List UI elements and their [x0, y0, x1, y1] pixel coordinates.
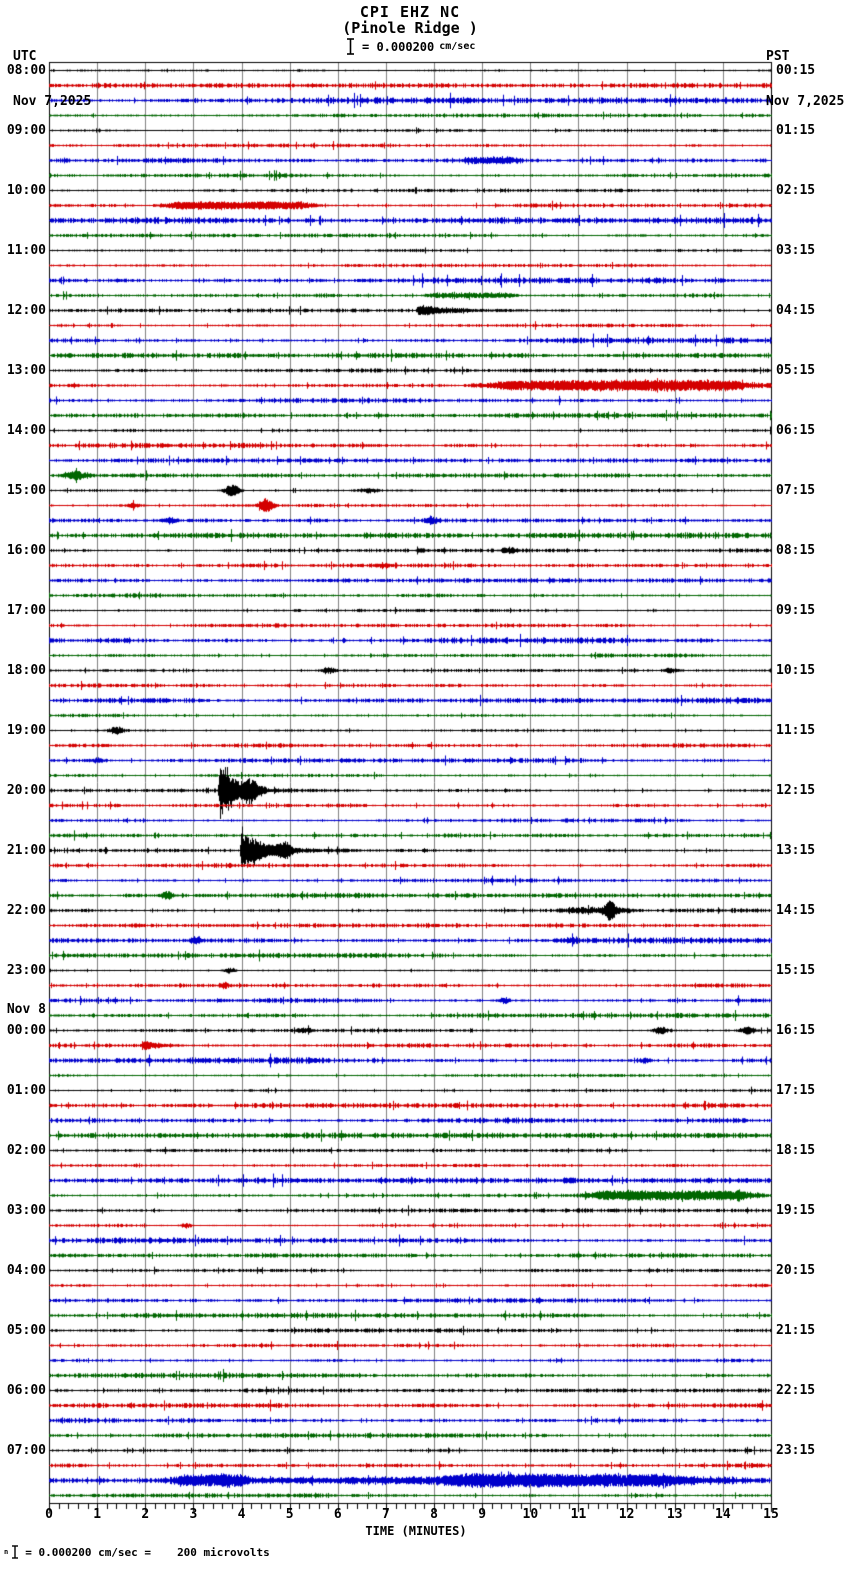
scale-value: = 0.000200 [362, 39, 435, 54]
footer-prefix: n [4, 1548, 9, 1556]
utc-hour-label: 14:00 [6, 423, 46, 438]
x-axis-label: TIME (MINUTES) [365, 1524, 467, 1538]
x-tick-label: 0 [45, 1507, 53, 1522]
x-tick-label: 12 [618, 1507, 635, 1522]
utc-hour-label: 00:00 [6, 1023, 46, 1038]
pst-hour-label: 09:15 [776, 603, 816, 618]
footer-scale-note: n = 0.000200 cm/sec = 200 microvolts [4, 1545, 270, 1559]
x-tick-label: 1 [93, 1507, 102, 1522]
utc-hour-label: 04:00 [6, 1263, 46, 1278]
pst-hour-label: 00:15 [776, 63, 816, 78]
utc-hour-label: 05:00 [6, 1323, 46, 1338]
utc-hour-label: 19:00 [6, 723, 46, 738]
x-tick-label: 2 [141, 1507, 150, 1522]
utc-label: UTC [13, 49, 37, 64]
amplitude-scale: = 0.000200 cm/sec [346, 38, 475, 55]
pst-hour-label: 18:15 [776, 1143, 816, 1158]
x-tick-label: 3 [189, 1507, 198, 1522]
pst-label: PST [766, 49, 790, 64]
pst-hour-label: 08:15 [776, 543, 816, 558]
pst-hour-label: 11:15 [776, 723, 816, 738]
station-subtitle: (Pinole Ridge ) [342, 19, 478, 37]
x-tick-label: 10 [522, 1507, 539, 1522]
x-tick-label: 5 [285, 1507, 294, 1522]
pst-hour-label: 03:15 [776, 243, 816, 258]
pst-hour-label: 19:15 [776, 1203, 816, 1218]
x-tick-label: 9 [478, 1507, 487, 1522]
pst-hour-label: 02:15 [776, 183, 816, 198]
footer-scale-text: = 0.000200 cm/sec = [25, 1545, 152, 1559]
pst-hour-label: 10:15 [776, 663, 816, 678]
pst-hour-label: 04:15 [776, 303, 816, 318]
scale-bracket-icon [347, 38, 354, 55]
x-tick-label: 7 [382, 1507, 390, 1522]
pst-header: PST Nov 7,2025 [766, 19, 844, 139]
footer-scale-bracket-icon [12, 1545, 19, 1559]
utc-date: Nov 7,2025 [13, 94, 92, 109]
utc-hour-label: 10:00 [6, 183, 46, 198]
pst-hour-label: 14:15 [776, 903, 816, 918]
pst-hour-label: 21:15 [776, 1323, 816, 1338]
utc-hour-label: 03:00 [6, 1203, 46, 1218]
x-tick-label: 15 [763, 1507, 779, 1522]
pst-hour-label: 17:15 [776, 1083, 816, 1098]
utc-hour-label: 15:00 [6, 483, 46, 498]
pst-hour-label: 20:15 [776, 1263, 816, 1278]
utc-hour-label: 16:00 [6, 543, 46, 558]
utc-hour-label: 07:00 [6, 1443, 46, 1458]
utc-hour-label: 11:00 [6, 243, 46, 258]
utc-hour-label: 01:00 [6, 1083, 46, 1098]
utc-hour-label: 06:00 [6, 1383, 46, 1398]
utc-hour-label: 08:00 [6, 63, 46, 78]
utc-hour-label: 21:00 [6, 843, 46, 858]
x-tick-label: 6 [333, 1507, 342, 1522]
utc-hour-label: 12:00 [6, 303, 46, 318]
pst-hour-label: 13:15 [776, 843, 816, 858]
utc-hour-label: 02:00 [6, 1143, 46, 1158]
utc-hour-label: 18:00 [6, 663, 46, 678]
x-tick-label: 11 [570, 1507, 587, 1522]
x-tick-label: 13 [666, 1507, 683, 1522]
pst-hour-label: 05:15 [776, 363, 816, 378]
station-title: CPI EHZ NC [359, 3, 461, 21]
utc-hour-label: 13:00 [6, 363, 46, 378]
pst-hour-label: 06:15 [776, 423, 816, 438]
pst-date: Nov 7,2025 [766, 94, 845, 109]
pst-hour-label: 12:15 [776, 783, 816, 798]
utc-hour-label: 20:00 [6, 783, 46, 798]
x-tick-label: 14 [715, 1507, 731, 1522]
utc-day-label: Nov 8 [6, 1002, 46, 1017]
scale-unit: cm/sec [439, 41, 476, 52]
x-tick-label: 8 [430, 1507, 438, 1522]
pst-hour-label: 16:15 [776, 1023, 816, 1038]
utc-header: UTC Nov 7,2025 [13, 19, 91, 139]
utc-hour-label: 09:00 [6, 123, 46, 138]
pst-hour-label: 07:15 [776, 483, 816, 498]
pst-hour-label: 01:15 [776, 123, 816, 138]
pst-hour-label: 23:15 [776, 1443, 816, 1458]
pst-hour-label: 15:15 [776, 963, 816, 978]
pst-hour-label: 22:15 [776, 1383, 816, 1398]
utc-hour-label: 22:00 [6, 903, 46, 918]
utc-hour-label: 23:00 [6, 963, 46, 978]
utc-hour-label: 17:00 [6, 603, 46, 618]
footer-microvolts: 200 microvolts [177, 1545, 270, 1559]
x-tick-label: 4 [237, 1507, 246, 1522]
